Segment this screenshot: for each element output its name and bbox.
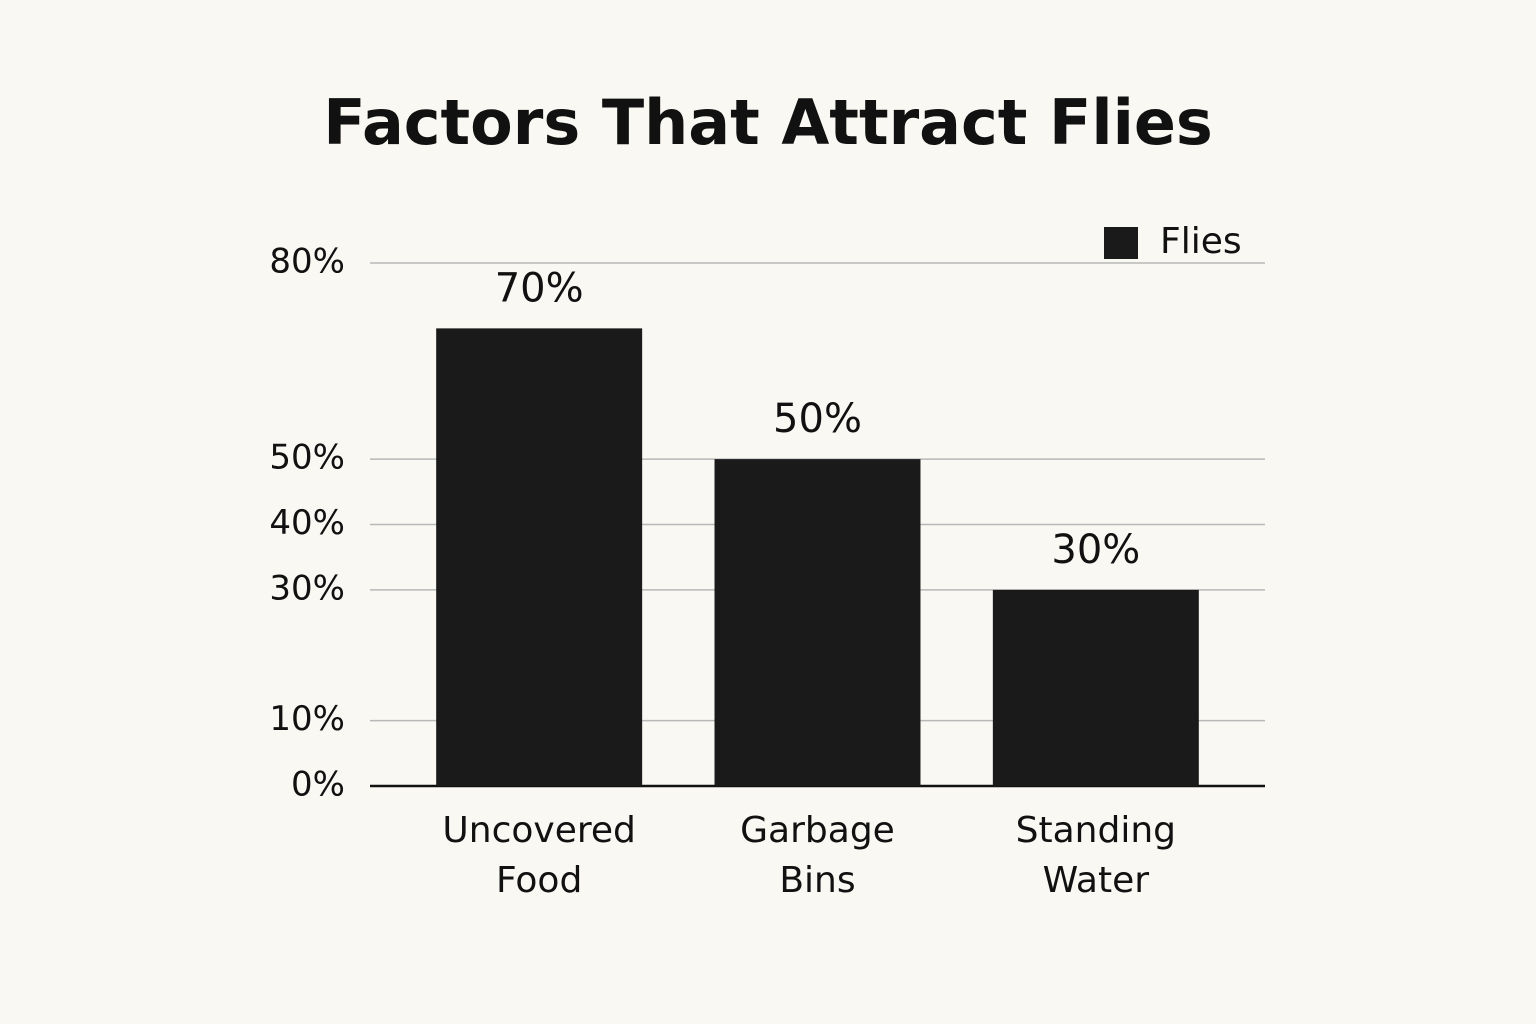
data-label: 70% [495,265,584,311]
bar [992,589,1199,786]
bar [714,459,921,786]
y-tick-label: 10% [269,699,345,739]
y-tick-label: 50% [269,438,345,478]
x-tick-label: Standing Water [1015,810,1177,901]
bar [436,328,643,786]
y-tick-label: 0% [291,765,345,805]
x-tick-label: Uncovered Food [442,810,636,901]
data-label: 50% [773,396,862,442]
data-label: 30% [1051,527,1140,573]
y-tick-label: 30% [269,568,345,608]
chart-title: Factors That Attract Flies [323,86,1213,159]
y-tick-label: 40% [269,503,345,543]
legend-swatch [1104,227,1138,259]
x-tick-label: Garbage Bins [740,810,895,901]
y-tick-label: 80% [269,242,345,282]
legend-label: Flies [1160,221,1242,262]
